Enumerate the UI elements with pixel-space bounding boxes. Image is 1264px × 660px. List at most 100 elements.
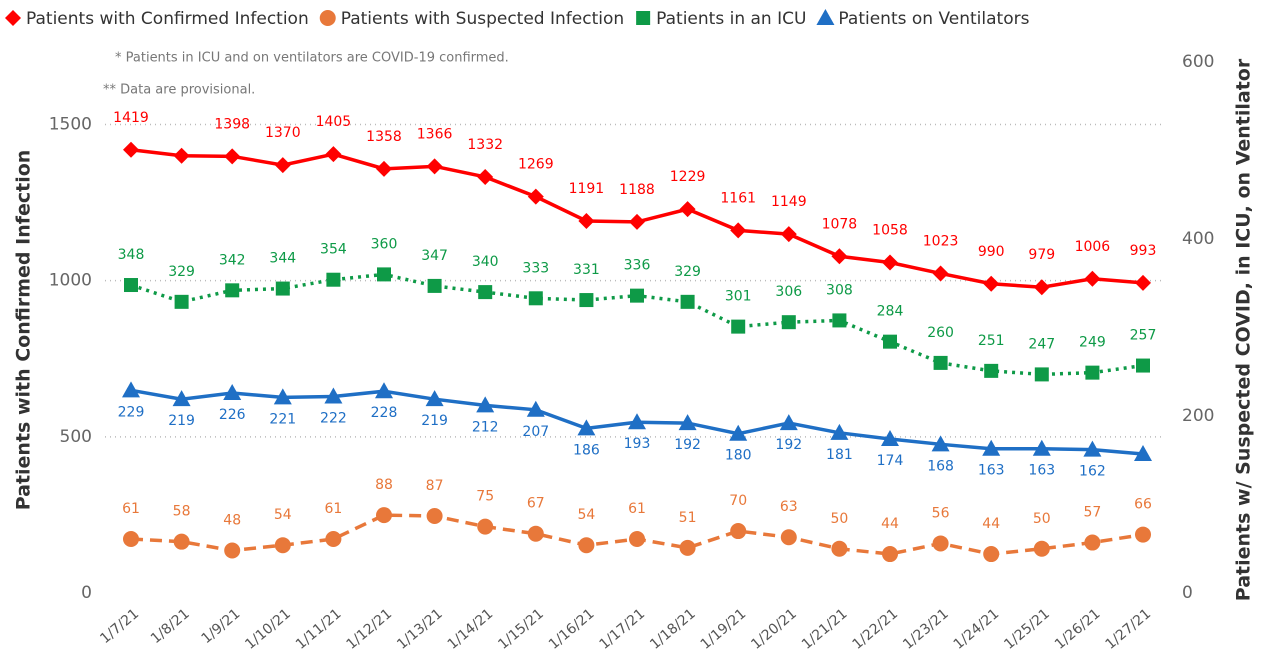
data-label: 48 (223, 513, 241, 529)
data-label: 57 (1083, 505, 1101, 521)
point (478, 285, 493, 300)
data-label: 1058 (872, 223, 908, 239)
point (1033, 540, 1050, 557)
point (173, 147, 190, 164)
point (1033, 279, 1050, 296)
x-tick-label: 1/10/21 (242, 606, 294, 653)
point (427, 278, 442, 293)
data-label: 336 (624, 258, 651, 274)
point (578, 212, 595, 229)
point (831, 248, 848, 265)
data-label: 306 (775, 284, 802, 300)
data-label: 257 (1130, 328, 1157, 344)
data-label: 1149 (771, 194, 807, 210)
point (326, 272, 341, 287)
point (932, 535, 949, 552)
x-tick-label: 1/9/21 (199, 606, 244, 647)
data-label: 66 (1134, 497, 1152, 513)
data-label: 221 (269, 411, 296, 427)
x-tick-label: 1/12/21 (344, 606, 396, 653)
data-label: 44 (982, 516, 1000, 532)
x-tick-label: 1/15/21 (495, 606, 547, 653)
point (779, 414, 798, 431)
data-label: 88 (375, 477, 393, 493)
point (780, 226, 797, 243)
x-tick-label: 1/7/21 (97, 606, 142, 647)
x-tick-label: 1/8/21 (148, 606, 193, 647)
point (123, 531, 139, 548)
point (628, 413, 646, 430)
data-label: 168 (927, 458, 954, 474)
point (123, 141, 139, 158)
point (1084, 534, 1101, 551)
data-label: 329 (674, 264, 701, 280)
x-tick-label: 1/24/21 (951, 606, 1003, 653)
data-label: 1370 (265, 125, 301, 141)
point (173, 533, 190, 550)
data-label: 192 (674, 437, 701, 453)
point (1032, 439, 1051, 456)
point (679, 201, 696, 218)
point (984, 363, 999, 378)
data-label: 251 (978, 333, 1005, 349)
point (830, 423, 849, 440)
point (376, 507, 392, 524)
data-label: 222 (320, 411, 347, 427)
data-label: 308 (826, 282, 853, 298)
x-tick-label: 1/25/21 (1001, 606, 1053, 653)
y-tick-label: 1500 (49, 114, 92, 134)
point (1134, 445, 1152, 462)
point (377, 267, 391, 282)
point (983, 275, 1000, 292)
y2-tick-label: 600 (1182, 52, 1214, 72)
data-label: 354 (320, 242, 347, 258)
data-label: 163 (1028, 463, 1055, 479)
legend-label: Patients in an ICU (656, 9, 806, 29)
data-label: 1161 (720, 190, 756, 206)
point (223, 383, 242, 400)
point (375, 382, 393, 399)
note: * Patients in ICU and on ventilators are… (115, 51, 509, 66)
point (629, 531, 645, 548)
point (577, 419, 596, 436)
data-label: 1269 (518, 157, 554, 173)
data-label: 54 (577, 507, 595, 523)
point (224, 542, 241, 559)
point (679, 539, 696, 556)
data-label: 67 (527, 496, 545, 512)
data-label: 342 (219, 252, 246, 268)
legend-item: Patients with Confirmed Infection (5, 9, 309, 29)
x-tick-label: 1/13/21 (394, 606, 446, 653)
note: ** Data are provisional. (103, 83, 255, 98)
data-label: 344 (269, 251, 296, 267)
point (1083, 440, 1102, 457)
data-label: 181 (826, 447, 853, 463)
point (1034, 367, 1049, 382)
data-label: 212 (472, 419, 499, 435)
y2-tick-label: 0 (1182, 583, 1193, 603)
point (630, 288, 644, 303)
data-label: 247 (1028, 336, 1055, 352)
data-label: 331 (573, 262, 600, 278)
legend-marker (816, 9, 835, 25)
y2-tick-label: 200 (1182, 406, 1214, 426)
legend-item: Patients in an ICU (636, 9, 806, 29)
data-label: 1419 (113, 110, 149, 126)
point (1084, 270, 1101, 287)
y-tick-label: 0 (81, 583, 92, 603)
x-tick-label: 1/27/21 (1103, 606, 1155, 653)
legend-label: Patients on Ventilators (838, 9, 1029, 29)
point (225, 283, 240, 298)
data-label: 63 (780, 499, 798, 515)
data-label: 219 (168, 413, 195, 429)
data-label: 347 (421, 248, 448, 264)
point (174, 294, 189, 309)
x-tick-label: 1/14/21 (445, 606, 497, 653)
point (881, 430, 899, 447)
point (832, 313, 847, 328)
data-label: 58 (173, 504, 191, 520)
point (932, 265, 949, 282)
data-label: 70 (729, 493, 747, 509)
data-label: 1405 (316, 114, 352, 130)
